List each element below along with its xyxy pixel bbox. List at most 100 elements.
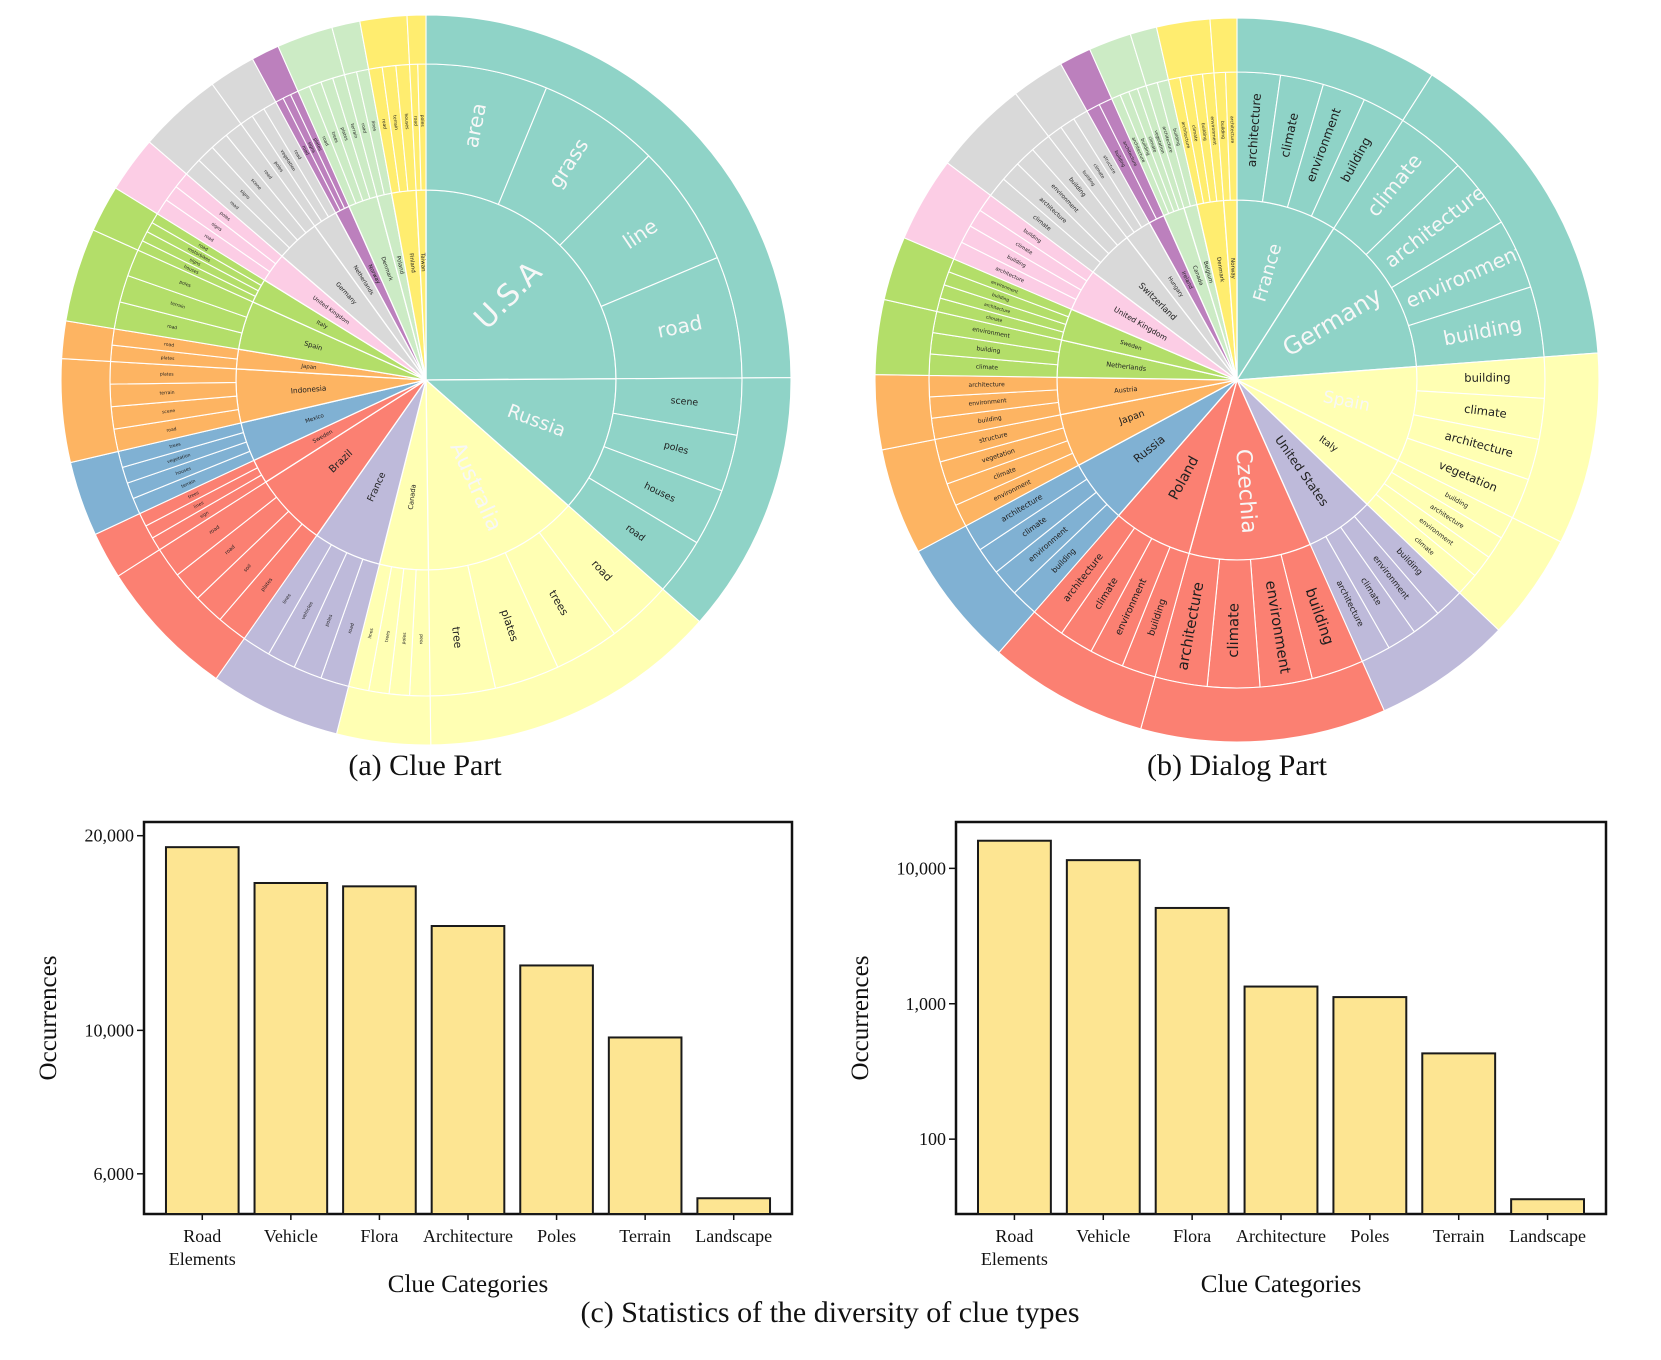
wedge-rim-finland [359,14,411,70]
clue-label: architecture [1245,93,1264,168]
clue-label: terrain [391,115,399,131]
caption-a: (a) Clue Part [348,749,502,782]
clue-label: plates [339,126,349,142]
clue-label: road [412,116,418,126]
x-tick-label: Vehicle [1076,1226,1130,1246]
bar-chart-clue-part: Road Elements Vehicle Flora Architecture Pole… [35,820,794,1298]
y-tick-label: 6,000 [94,1164,135,1184]
x-tick-label: Landscape [1509,1226,1586,1246]
wedge-rim-netherlands [874,298,938,376]
country-label: Taiwan [419,252,426,272]
bar-flora [342,885,417,1215]
clue-label: building [1200,122,1208,141]
clue-label: road [197,242,209,252]
x-tick-label: Landscape [695,1226,772,1246]
clue-label: architecture [1229,116,1236,144]
y-tick-label: 10,000 [897,858,947,878]
clue-label: road [166,426,177,434]
bar-poles [519,964,594,1216]
clue-label: road [164,341,175,348]
clue-label: climate [1225,603,1243,658]
clue-label: environment [1209,116,1218,145]
clue-label: terrain [180,478,196,490]
wedge-rim-austria [874,374,936,451]
clue-label: climate [1190,125,1199,143]
clue-label: poles [419,115,425,128]
clue-label: terrain [159,390,174,397]
x-tick-label: Road [995,1226,1033,1246]
clue-label: plates [160,355,175,362]
x-axis-label: Clue Categories [1201,1271,1361,1298]
clue-label: signs [188,257,202,268]
wedge-rim-indonesia [60,358,119,464]
clue-label: building [1464,370,1510,384]
clue-label: road [167,323,178,331]
x-tick-label: Terrain [619,1226,671,1246]
clue-label: climate [985,314,1003,324]
clue-label: scene [670,395,699,408]
clue-label: climate [1463,402,1507,421]
x-tick-label: Flora [1173,1226,1211,1246]
country-label: Italy [315,320,329,331]
clue-label: climate [976,363,999,371]
country-label: Canada [407,484,418,510]
clue-label: lines [369,120,377,132]
country-label: Denmark [1215,257,1225,284]
clue-label: houses [175,466,193,477]
country-label: Austria [1114,385,1138,395]
x-tick-label: Poles [1350,1226,1389,1246]
country-label: Indonesia [290,383,326,395]
x-axis-label: Clue Categories [388,1271,548,1298]
clue-label: plates [312,137,323,153]
x-tick-label: Flora [360,1226,398,1246]
y-tick-label: 10,000 [85,1020,135,1040]
clue-label: scene [162,409,176,416]
country-label: Norway [1229,258,1236,280]
clue-label: road [203,233,215,244]
y-tick-label: 100 [919,1129,946,1149]
clue-label: poles [401,632,408,645]
bar-terrain [1421,1052,1497,1215]
clue-label: architecture [968,381,1005,389]
bar-vehicle [1065,859,1141,1216]
clue-label: lines [193,500,206,511]
y-axis-label: Occurrences [35,956,62,1081]
clue-label: poles [324,613,334,627]
bar-vehicle [253,881,329,1215]
clue-label: poles [178,279,192,289]
clue-label: terrain [170,300,186,310]
wedge-rim-norway [1209,17,1238,74]
x-tick-label: Terrain [1433,1226,1485,1246]
bar-chart-dialog-part: Road Elements Vehicle Flora Architecture Pole… [847,820,1608,1298]
clue-label: road [380,119,388,130]
clue-label: trees [187,490,200,501]
bar-road-elements [976,839,1052,1215]
country-label: Belgium [1202,261,1214,284]
bar-poles [1332,996,1408,1215]
clue-label: building [1219,121,1226,139]
caption-b: (b) Dialog Part [1147,749,1328,782]
clue-label: sign [199,510,210,520]
bar-road-elements [164,846,240,1216]
clue-label: road [224,544,236,556]
clue-label: road [320,135,330,147]
x-tick-label: Elements [981,1249,1048,1269]
clue-label: road [418,634,424,644]
bar-terrain [607,1036,683,1215]
bar-landscape [1510,1198,1586,1215]
clue-label: road [300,145,310,157]
clue-label: road [228,200,240,211]
clue-label: road [359,123,367,134]
x-tick-label: Architecture [423,1226,513,1246]
clue-label: lines [282,592,293,605]
y-axis-label: Occurrences [847,956,874,1081]
bar-landscape [696,1197,772,1216]
clue-label: building [991,292,1010,304]
caption-c: (c) Statistics of the diversity of clue … [580,1296,1079,1329]
clue-label: plates [160,371,175,377]
clue-label: road [292,149,302,161]
clue-label: building [1171,128,1181,147]
